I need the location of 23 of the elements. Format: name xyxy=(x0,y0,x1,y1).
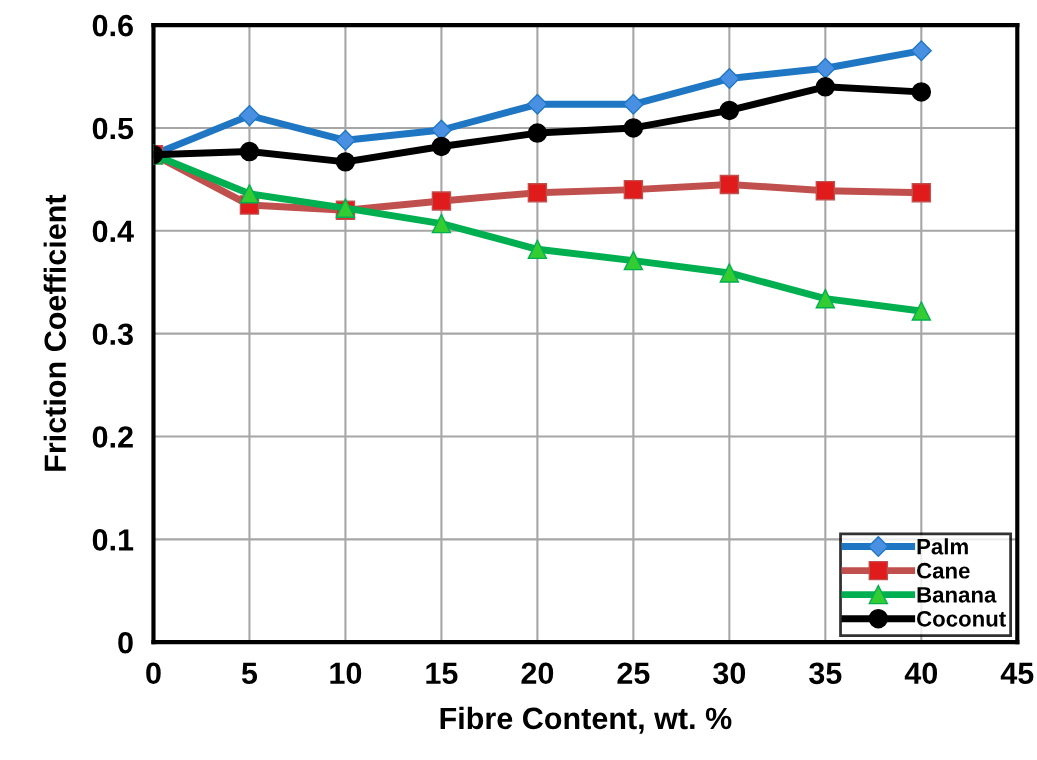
y-axis-title: Friction Coefficient xyxy=(43,194,67,471)
y-tick-label: 0.2 xyxy=(92,426,133,448)
y-tick-label: 0.3 xyxy=(92,323,133,346)
x-tick-label: 40 xyxy=(904,662,938,685)
x-tick-label: 35 xyxy=(809,662,842,685)
x-tick-label: 0 xyxy=(146,662,161,685)
x-tick-label: 45 xyxy=(1000,662,1034,685)
y-tick-label: 0 xyxy=(118,631,133,654)
y-tick-label: 0.4 xyxy=(92,220,134,243)
x-tick-label: 10 xyxy=(330,662,362,685)
x-tick-label: 20 xyxy=(521,662,554,685)
x-axis-title: Fibre Content, wt. % xyxy=(440,706,732,734)
legend-label: Banana xyxy=(917,587,997,603)
legend-label: Coconut xyxy=(917,610,1006,627)
x-tick-label: 5 xyxy=(241,662,258,685)
y-tick-label: 0.6 xyxy=(92,14,133,37)
x-tick-label: 30 xyxy=(713,662,746,685)
y-tick-label: 0.1 xyxy=(92,529,134,551)
legend-label: Cane xyxy=(917,562,970,579)
x-tick-label: 15 xyxy=(426,662,458,685)
x-tick-label: 25 xyxy=(617,662,650,685)
legend-label: Palm xyxy=(917,538,968,555)
y-tick-label: 0.5 xyxy=(92,117,134,140)
